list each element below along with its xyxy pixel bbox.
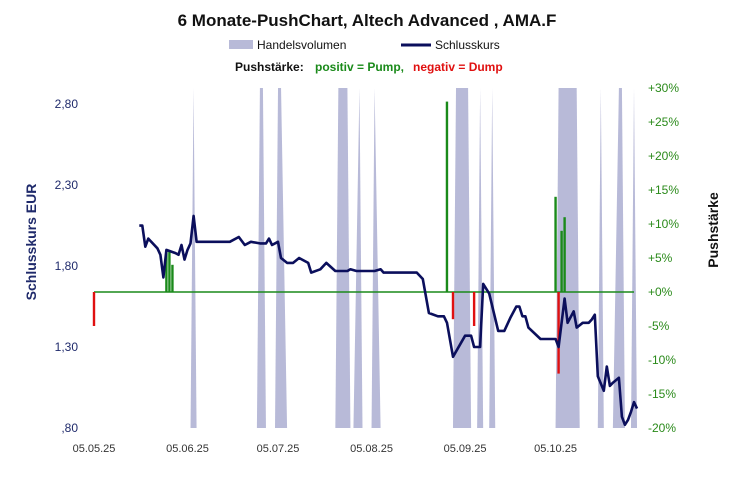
legend-push-positive: positiv = Pump, [315, 60, 404, 74]
volume-band [353, 88, 363, 428]
y-tick-left: 1,30 [55, 340, 79, 354]
y-tick-right: -15% [648, 387, 676, 401]
push-bar-positive [445, 101, 449, 292]
volume-band [452, 88, 472, 428]
y-tick-right: -20% [648, 421, 676, 435]
push-bar-negative [557, 292, 560, 374]
y-tick-right: +25% [648, 115, 679, 129]
legend-volume-swatch [229, 40, 253, 49]
volume-band [597, 88, 604, 428]
volume-band [256, 88, 266, 428]
legend-push-prefix: Pushstärke: [235, 60, 304, 74]
legend-close-label: Schlusskurs [435, 38, 500, 52]
x-tick: 05.07.25 [257, 443, 300, 455]
push-bar-positive [554, 196, 557, 292]
push-bar-negative [92, 292, 96, 326]
push-bar-positive [563, 217, 566, 292]
x-tick: 05.09.25 [444, 443, 487, 455]
y-tick-right: +5% [648, 251, 673, 265]
y-tick-right: +10% [648, 217, 679, 231]
x-tick: 05.05.25 [73, 443, 116, 455]
x-tick: 05.06.25 [166, 443, 209, 455]
plot-area: ,80 1,30 1,80 2,30 2,80 -20% -15% -10% -5% +0% +5%… [55, 81, 680, 455]
y-tick-left: 2,30 [55, 178, 79, 192]
x-tick: 05.08.25 [350, 443, 393, 455]
y-tick-left: 2,80 [55, 97, 79, 111]
y-tick-right: +0% [648, 285, 673, 299]
y-axis-left-title: Schlusskurs EUR [23, 184, 39, 301]
y-tick-right: -5% [648, 319, 670, 333]
chart-title: 6 Monate-PushChart, Altech Advanced , AM… [178, 11, 557, 30]
volume-band [489, 88, 496, 428]
push-bar-negative [451, 292, 455, 320]
push-bar-positive [165, 251, 168, 292]
push-bar-positive [168, 251, 171, 292]
volume-band [477, 88, 484, 428]
y-tick-right: +15% [648, 183, 679, 197]
volume-band [612, 88, 625, 428]
x-tick: 05.10.25 [534, 443, 577, 455]
y-axis-right-title: Pushstärke [705, 192, 721, 268]
y-tick-left: ,80 [61, 421, 78, 435]
y-tick-right: +20% [648, 149, 679, 163]
push-bar-positive [171, 264, 174, 292]
y-tick-left: 1,80 [55, 259, 79, 273]
push-bar-negative [472, 292, 476, 326]
y-tick-right: -10% [648, 353, 676, 367]
y-tick-right: +30% [648, 81, 679, 95]
volume-band [555, 88, 580, 428]
push-bar-positive [560, 230, 563, 292]
close-price-line [139, 214, 639, 427]
volume-band [190, 88, 197, 428]
legend: Handelsvolumen Schlusskurs [229, 38, 500, 52]
volume-band [630, 88, 638, 428]
legend-push-negative: negativ = Dump [413, 60, 503, 74]
volume-band [371, 88, 381, 428]
volume-band [335, 88, 351, 428]
legend-volume-label: Handelsvolumen [257, 38, 346, 52]
